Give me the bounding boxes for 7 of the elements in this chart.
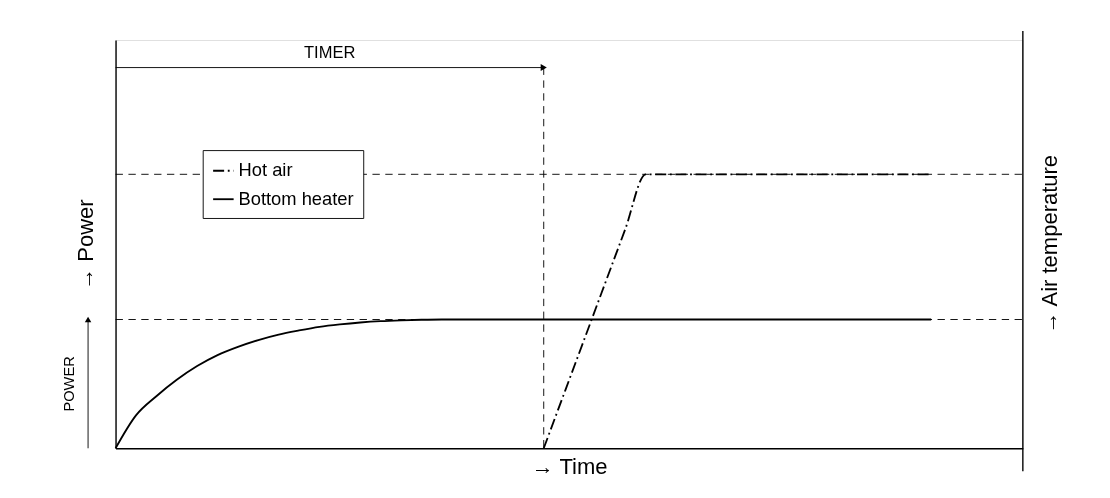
y2-axis-title: → Air temperature xyxy=(1036,154,1062,334)
text: POWER xyxy=(61,356,78,412)
y-axis-title: → Power xyxy=(73,199,99,290)
legend-label: Bottom heater xyxy=(238,187,354,209)
x-axis-title: → Time xyxy=(531,453,608,479)
text: TIMER xyxy=(303,43,356,62)
legend-label: Hot air xyxy=(238,159,293,181)
